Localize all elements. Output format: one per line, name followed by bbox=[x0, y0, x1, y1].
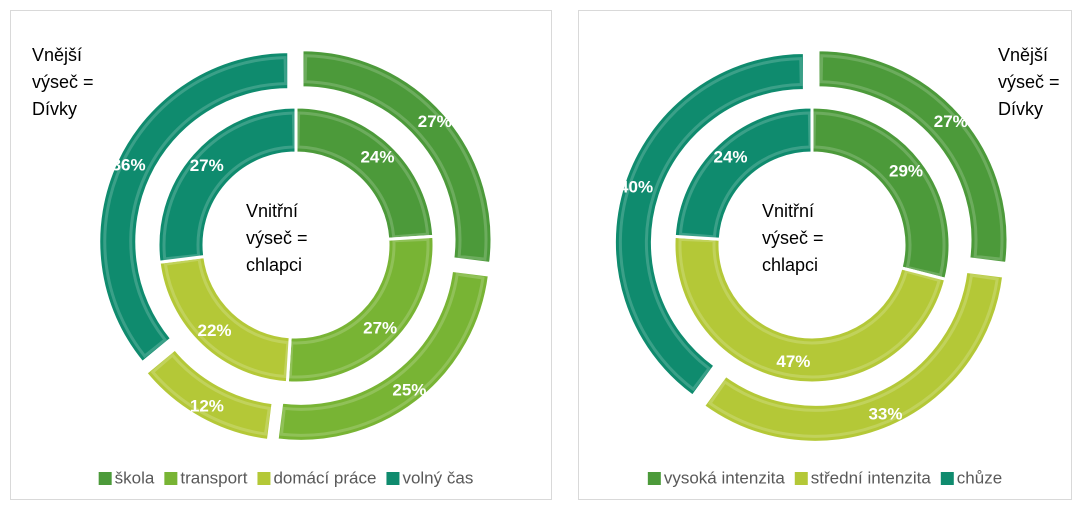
legend-swatch bbox=[647, 472, 661, 485]
segment-edge bbox=[303, 54, 488, 261]
data-label: 12% bbox=[190, 397, 224, 416]
doughnut-segment bbox=[300, 48, 494, 266]
legend-swatch bbox=[98, 472, 112, 485]
legend-label: chůze bbox=[957, 468, 1002, 487]
segment-edge bbox=[103, 56, 288, 359]
legend-label: střední intenzita bbox=[811, 468, 932, 487]
segment-edge bbox=[163, 257, 290, 379]
doughnut-segment bbox=[143, 346, 275, 443]
data-label: 40% bbox=[619, 177, 653, 196]
data-label: 27% bbox=[418, 112, 452, 131]
legend-swatch bbox=[794, 472, 808, 485]
data-label: 22% bbox=[198, 321, 232, 340]
segment-edge bbox=[618, 57, 803, 392]
segment-edge bbox=[162, 111, 296, 261]
doughnut-segment bbox=[701, 269, 1006, 444]
segment-edge bbox=[678, 111, 812, 239]
data-label: 27% bbox=[934, 112, 968, 131]
segment-edge bbox=[150, 353, 271, 436]
annotation: Vnější výseč = Dívky bbox=[32, 45, 94, 119]
segment-edge bbox=[819, 54, 1004, 261]
legend-swatch bbox=[386, 472, 400, 485]
legend-label: volný čas bbox=[402, 468, 473, 487]
data-label: 27% bbox=[190, 156, 224, 175]
segment-edge bbox=[707, 273, 999, 438]
legend-swatch bbox=[940, 472, 954, 485]
data-label: 29% bbox=[889, 162, 923, 181]
data-label: 33% bbox=[868, 404, 902, 423]
segment-edge bbox=[279, 272, 485, 437]
doughnut-segment bbox=[672, 105, 814, 241]
segment-edge bbox=[812, 111, 946, 278]
doughnut-segment bbox=[97, 50, 291, 365]
legend-label: domácí práce bbox=[273, 468, 376, 487]
doughnut-segment bbox=[810, 105, 952, 282]
annotation: Vnitřní výseč = chlapci bbox=[246, 201, 308, 275]
segment-edge bbox=[288, 237, 430, 379]
data-label: 25% bbox=[392, 381, 426, 400]
legend-label: vysoká intenzita bbox=[664, 468, 785, 487]
data-label: 27% bbox=[363, 319, 397, 338]
annotation: Vnější výseč = Dívky bbox=[998, 45, 1060, 119]
annotation: Vnitřní výseč = chlapci bbox=[762, 201, 824, 275]
data-label: 47% bbox=[776, 352, 810, 371]
segment-edge bbox=[678, 237, 942, 379]
legend-swatch bbox=[164, 472, 178, 485]
segment-edge bbox=[296, 111, 430, 239]
legend-label: škola bbox=[115, 468, 155, 487]
legend-swatch bbox=[257, 472, 271, 485]
data-label: 24% bbox=[360, 148, 394, 167]
doughnut-segment bbox=[156, 105, 298, 264]
doughnut-segment bbox=[275, 268, 492, 443]
doughnut-segment bbox=[672, 234, 948, 385]
data-label: 36% bbox=[112, 156, 146, 175]
doughnut-segment bbox=[816, 48, 1010, 266]
data-label: 24% bbox=[714, 148, 748, 167]
legend-label: transport bbox=[180, 468, 247, 487]
doughnut-segment bbox=[612, 51, 806, 399]
